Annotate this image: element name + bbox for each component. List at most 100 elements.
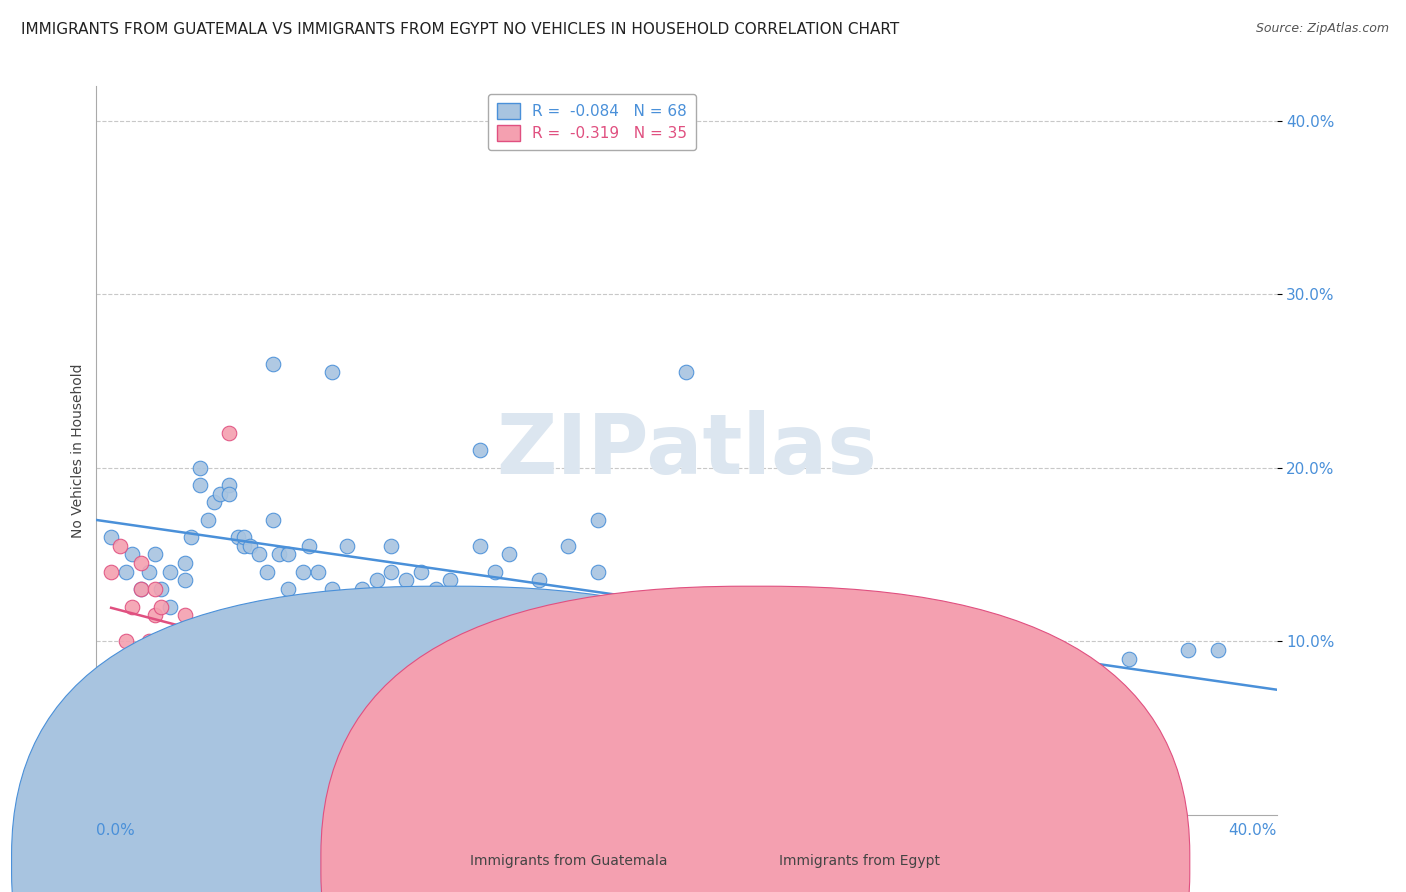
Point (143, 548, 166, 562)
Point (734, 677, 756, 691)
Point (366, 574, 388, 588)
Point (1000, 651, 1022, 665)
Point (115, 634, 138, 648)
Point (188, 634, 211, 648)
Point (277, 677, 299, 691)
Point (218, 478, 240, 492)
Point (468, 443, 491, 458)
Point (159, 565, 181, 579)
Text: IMMIGRANTS FROM GUATEMALA VS IMMIGRANTS FROM EGYPT NO VEHICLES IN HOUSEHOLD CORR: IMMIGRANTS FROM GUATEMALA VS IMMIGRANTS … (21, 22, 900, 37)
Point (115, 565, 138, 579)
Point (675, 366, 697, 380)
Point (209, 487, 232, 501)
Point (100, 530, 122, 544)
Point (852, 669, 875, 683)
Point (226, 530, 249, 544)
Point (100, 565, 122, 579)
Point (616, 599, 638, 614)
Point (586, 513, 609, 527)
Point (616, 721, 638, 735)
Point (498, 548, 520, 562)
Point (336, 539, 359, 553)
Point (1118, 651, 1140, 665)
Text: Immigrants from Guatemala: Immigrants from Guatemala (470, 854, 668, 868)
Point (256, 565, 278, 579)
Point (202, 495, 225, 509)
Point (247, 669, 270, 683)
Point (586, 565, 609, 579)
Point (468, 539, 491, 553)
Point (173, 556, 195, 570)
Text: 40.0%: 40.0% (1229, 823, 1277, 838)
Point (527, 574, 550, 588)
Point (439, 574, 461, 588)
Point (232, 539, 254, 553)
Point (129, 556, 152, 570)
Point (232, 669, 254, 683)
Point (188, 460, 211, 475)
Point (675, 730, 697, 744)
Point (350, 582, 373, 596)
Point (188, 478, 211, 492)
Point (468, 704, 491, 718)
Point (138, 565, 160, 579)
Point (321, 686, 343, 700)
Legend: R =  -0.084   N = 68, R =  -0.319   N = 35: R = -0.084 N = 68, R = -0.319 N = 35 (488, 94, 696, 151)
Point (150, 599, 173, 614)
Text: 0.0%: 0.0% (97, 823, 135, 838)
Point (218, 426, 240, 441)
Point (180, 643, 202, 657)
Point (277, 548, 299, 562)
Y-axis label: No Vehicles in Household: No Vehicles in Household (72, 363, 86, 538)
Point (159, 643, 181, 657)
Point (557, 712, 579, 726)
Point (173, 574, 195, 588)
Point (298, 539, 321, 553)
Point (395, 574, 418, 588)
Point (291, 565, 314, 579)
Point (350, 651, 373, 665)
Point (262, 513, 284, 527)
Point (704, 651, 727, 665)
Point (527, 712, 550, 726)
Point (159, 634, 181, 648)
Point (218, 487, 240, 501)
Point (484, 565, 506, 579)
Point (269, 548, 291, 562)
Point (793, 660, 815, 674)
Point (970, 695, 993, 709)
Text: ZIPatlas: ZIPatlas (496, 410, 877, 491)
Point (173, 651, 195, 665)
Point (350, 695, 373, 709)
Point (321, 582, 343, 596)
Point (202, 660, 225, 674)
Point (108, 539, 131, 553)
Point (1177, 643, 1199, 657)
Point (239, 539, 262, 553)
Point (143, 582, 166, 596)
Point (143, 608, 166, 623)
Point (262, 677, 284, 691)
Point (262, 357, 284, 371)
Point (557, 539, 579, 553)
Point (138, 634, 160, 648)
Point (232, 530, 254, 544)
Point (197, 513, 219, 527)
Point (173, 608, 195, 623)
Point (1059, 686, 1081, 700)
Point (380, 565, 402, 579)
Point (180, 530, 202, 544)
Point (1206, 643, 1229, 657)
Point (277, 582, 299, 596)
Point (150, 582, 173, 596)
Point (675, 669, 697, 683)
Text: Immigrants from Egypt: Immigrants from Egypt (779, 854, 941, 868)
Point (129, 582, 152, 596)
Point (380, 539, 402, 553)
Point (823, 686, 845, 700)
Text: Source: ZipAtlas.com: Source: ZipAtlas.com (1256, 22, 1389, 36)
Point (307, 565, 329, 579)
Point (321, 366, 343, 380)
Point (159, 599, 181, 614)
Point (121, 599, 143, 614)
